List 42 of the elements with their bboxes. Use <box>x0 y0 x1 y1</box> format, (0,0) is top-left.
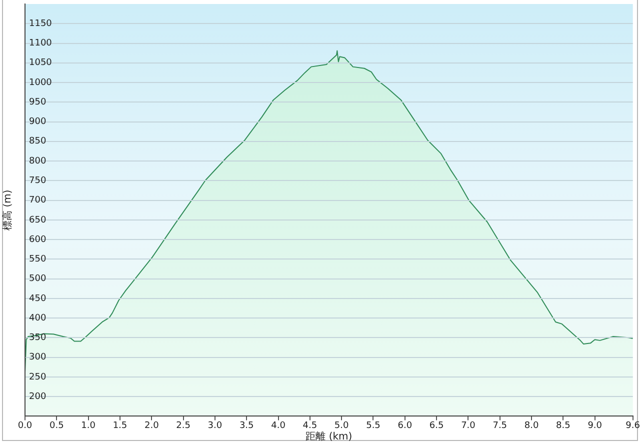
y-tick-label: 650 <box>29 215 46 226</box>
y-tick-label: 750 <box>29 176 46 186</box>
x-tick-label: 1.5 <box>112 420 128 431</box>
x-tick-label: 3.0 <box>208 420 222 431</box>
x-tick-label: 2.0 <box>144 420 160 431</box>
y-tick-label: 500 <box>29 274 46 284</box>
x-tick-label: 1.0 <box>81 420 96 431</box>
y-tick-label: 550 <box>29 254 46 265</box>
y-tick-label: 1100 <box>29 38 52 49</box>
y-tick-label: 1050 <box>29 58 52 68</box>
x-tick-label: 6.5 <box>429 420 444 431</box>
x-tick-label: 4.0 <box>271 420 286 431</box>
x-tick-label: 9.0 <box>588 420 602 431</box>
y-tick-label: 600 <box>29 234 46 245</box>
y-tick-label: 350 <box>29 333 46 344</box>
x-tick-label: 3.5 <box>239 420 254 431</box>
x-axis-title: 距離 (km) <box>306 430 352 443</box>
y-tick-label: 400 <box>29 313 46 324</box>
x-tick-label: 7.5 <box>492 420 508 431</box>
y-tick-label: 700 <box>29 196 46 206</box>
x-tick-label: 2.5 <box>176 420 190 431</box>
x-tick-label: 8.0 <box>524 420 539 431</box>
x-tick-label: 9.6 <box>626 420 640 431</box>
y-tick-label: 800 <box>29 156 46 166</box>
y-tick-label: 200 <box>29 392 46 402</box>
y-tick-label: 300 <box>29 352 46 363</box>
y-axis-title: 標高 (m) <box>2 190 14 230</box>
x-tick-label: 0.0 <box>18 420 32 431</box>
y-tick-label: 1150 <box>29 18 52 29</box>
x-tick-label: 8.5 <box>556 420 570 431</box>
y-tick-label: 950 <box>29 97 46 108</box>
y-tick-label: 900 <box>29 117 46 128</box>
x-tick-label: 6.0 <box>398 420 412 431</box>
x-tick-label: 5.0 <box>334 420 350 431</box>
x-tick-label: 5.5 <box>366 420 380 431</box>
y-tick-label: 1000 <box>29 78 52 88</box>
x-tick-label: 0.5 <box>49 420 64 431</box>
x-tick-label: 7.0 <box>461 420 476 431</box>
y-tick-label: 850 <box>29 136 46 147</box>
y-tick-label: 250 <box>29 372 46 382</box>
y-tick-label: 450 <box>29 294 46 304</box>
x-tick-label: 4.5 <box>302 420 318 431</box>
